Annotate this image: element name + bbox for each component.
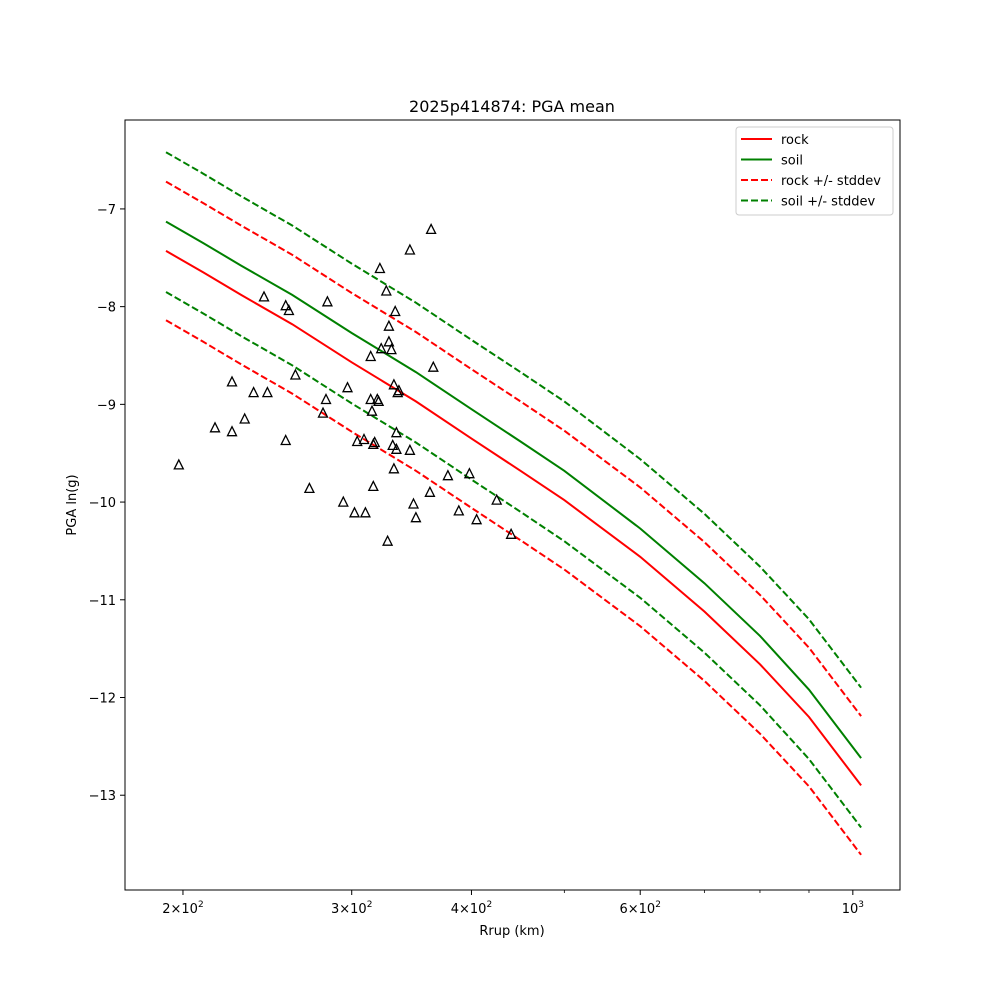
x-tick-label: 103: [842, 900, 864, 917]
observation-point: [491, 493, 503, 505]
observation-point: [471, 513, 483, 525]
observation-point: [390, 426, 402, 438]
y-tick-label: −9: [97, 398, 116, 413]
y-axis: −13 −12 −11 −10 −9 −8 −7: [89, 203, 125, 804]
observation-point: [407, 497, 420, 509]
observation-point: [321, 295, 333, 307]
observation-point: [388, 462, 400, 474]
observation-point: [442, 469, 454, 481]
observation-point: [385, 343, 397, 355]
observation-point: [351, 435, 363, 447]
observation-point: [404, 443, 416, 455]
observation-point: [367, 479, 379, 492]
observation-point: [505, 527, 517, 539]
observation-point: [248, 386, 260, 398]
series-line-3: [165, 319, 862, 856]
series-line-4: [165, 151, 862, 689]
observation-point: [404, 243, 416, 255]
y-tick-label: −13: [89, 789, 116, 804]
observation-point: [374, 262, 386, 274]
y-axis-label: PGA ln(g): [65, 474, 80, 535]
observation-point: [382, 534, 394, 546]
legend-frame: [735, 126, 894, 216]
observation-point: [375, 342, 387, 354]
observation-point: [425, 222, 437, 235]
observation-point: [337, 495, 349, 507]
observation-point: [427, 360, 439, 372]
y-tick-label: −8: [97, 301, 116, 316]
x-axis: 2×102 3×102 4×102 6×102 103: [162, 890, 864, 917]
observation-point: [393, 384, 405, 396]
observation-point: [365, 350, 377, 362]
observation-point: [261, 386, 273, 398]
y-tick-label: −7: [97, 203, 116, 218]
observation-point: [226, 425, 238, 437]
observation-point: [387, 438, 399, 451]
observation-point: [463, 467, 475, 479]
observation-point: [280, 299, 292, 311]
series-line-5: [165, 291, 862, 829]
observation-point: [410, 511, 422, 523]
observation-point: [389, 305, 401, 317]
observation-point: [424, 485, 436, 497]
observation-point: [289, 368, 301, 380]
x-tick-label: 2×102: [162, 900, 203, 917]
observation-point: [283, 304, 295, 316]
observation-point: [388, 378, 400, 390]
legend-label: soil +/- stddev: [781, 195, 876, 210]
observation-point: [173, 458, 185, 470]
observation-point: [359, 506, 371, 518]
observation-point: [383, 319, 395, 331]
x-tick-label: 3×102: [331, 900, 372, 917]
plot-frame: [124, 119, 901, 891]
observation-point: [258, 290, 270, 302]
legend-label: soil: [781, 154, 803, 169]
legend-label: rock +/- stddev: [781, 174, 881, 189]
y-tick-label: −10: [89, 496, 116, 511]
observation-point: [453, 504, 465, 516]
observation-point: [373, 394, 385, 407]
observation-point: [317, 406, 329, 418]
series-line-0: [165, 250, 862, 787]
legend: rock soil rock +/- stddev soil +/- stddev: [735, 126, 894, 216]
x-tick-label: 6×102: [619, 900, 660, 917]
observation-point: [383, 335, 395, 347]
observation-layer: [173, 222, 517, 546]
observation-point: [365, 393, 377, 405]
x-axis-label: Rrup (km): [479, 924, 544, 939]
observation-point: [280, 434, 292, 446]
chart-title: 2025p414874: PGA mean: [409, 97, 615, 116]
observation-point: [209, 421, 221, 433]
observation-point: [380, 284, 392, 296]
observation-point: [226, 375, 238, 387]
y-tick-label: −11: [89, 594, 116, 609]
observation-point: [239, 412, 251, 424]
observation-point: [390, 442, 402, 454]
observation-point: [358, 433, 370, 445]
x-tick-label: 4×102: [451, 900, 492, 917]
series-line-2: [165, 180, 862, 717]
series-layer: [165, 151, 862, 856]
legend-label: rock: [781, 133, 809, 148]
observation-point: [348, 506, 361, 518]
observation-point: [320, 393, 332, 405]
observation-point: [341, 381, 354, 393]
observation-point: [366, 404, 378, 416]
series-line-1: [165, 220, 862, 759]
y-tick-label: −12: [89, 692, 116, 707]
observation-point: [303, 481, 315, 494]
observation-point: [369, 436, 381, 448]
